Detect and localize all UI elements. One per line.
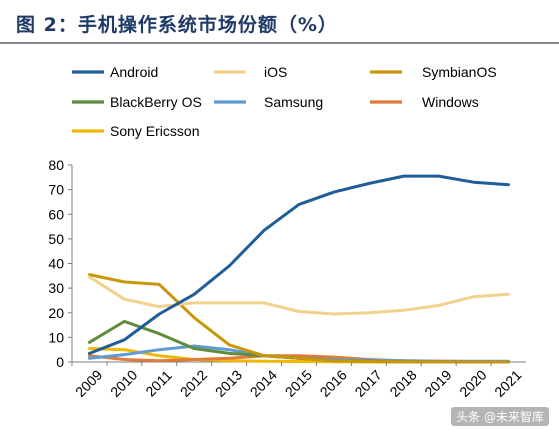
- y-tick-label: 20: [48, 305, 64, 321]
- title-bar: 图 2：手机操作系统市场份额（%）: [0, 0, 559, 44]
- legend-label-ios: iOS: [264, 64, 287, 80]
- x-tick-label: 2010: [107, 366, 140, 399]
- x-tick-label: 2020: [456, 366, 489, 399]
- page-title: 图 2：手机操作系统市场份额（%）: [16, 14, 338, 36]
- y-tick-label: 30: [48, 280, 64, 296]
- x-tick-label: 2016: [317, 366, 350, 399]
- y-tick-label: 60: [48, 206, 64, 222]
- x-tick-label: 2019: [421, 366, 454, 399]
- series-line-symbianos: [88, 273, 510, 364]
- legend-label-blackberry-os: BlackBerry OS: [110, 94, 202, 110]
- watermark: 头条 @未来智库: [451, 407, 549, 426]
- chart-axes: [71, 165, 526, 363]
- y-tick-label: 0: [56, 354, 64, 370]
- y-tick-label: 40: [48, 256, 64, 272]
- x-tick-label: 2011: [142, 367, 175, 400]
- y-tick-label: 70: [48, 182, 64, 198]
- legend-label-symbianos: SymbianOS: [422, 64, 497, 80]
- series-line-ios: [88, 275, 510, 316]
- x-tick-label: 2017: [351, 366, 384, 399]
- y-tick-label: 80: [48, 157, 64, 173]
- x-tick-label: 2013: [212, 366, 245, 399]
- y-tick-label: 50: [48, 231, 64, 247]
- x-tick-label: 2021: [491, 366, 524, 399]
- x-tick-label: 2015: [282, 366, 315, 399]
- x-tick-label: 2014: [247, 366, 280, 399]
- legend-label-windows: Windows: [422, 94, 479, 110]
- legend-label-samsung: Samsung: [264, 94, 323, 110]
- legend-label-android: Android: [110, 64, 158, 80]
- legend-label-sony-ericsson: Sony Ericsson: [110, 123, 199, 139]
- title-divider: [0, 42, 559, 44]
- series-line-android: [88, 174, 510, 355]
- y-tick-label: 10: [48, 329, 64, 345]
- chart-series: [88, 174, 510, 364]
- x-tick-label: 2012: [177, 366, 210, 399]
- x-tick-label: 2018: [386, 366, 419, 399]
- x-tick-label: 2009: [72, 366, 105, 399]
- chart-legend: Android iOS SymbianOS BlackBerry OS Samsung W…: [72, 64, 497, 139]
